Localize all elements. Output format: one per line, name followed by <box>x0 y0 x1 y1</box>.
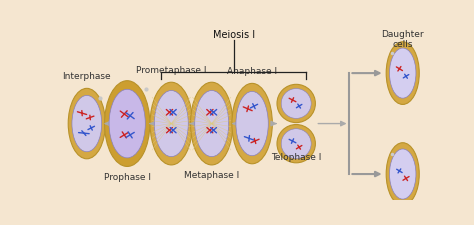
Ellipse shape <box>281 89 311 119</box>
Ellipse shape <box>390 49 416 99</box>
Text: Metaphase I: Metaphase I <box>184 170 239 179</box>
Ellipse shape <box>109 90 146 158</box>
Ellipse shape <box>390 149 416 199</box>
Ellipse shape <box>232 84 272 164</box>
Ellipse shape <box>281 129 311 159</box>
Ellipse shape <box>277 85 315 123</box>
Text: Anaphase I: Anaphase I <box>227 66 277 75</box>
Ellipse shape <box>155 91 188 157</box>
Text: Telophase I: Telophase I <box>271 152 321 161</box>
Ellipse shape <box>191 83 233 165</box>
Ellipse shape <box>236 92 268 156</box>
Text: Prophase I: Prophase I <box>104 172 151 181</box>
Ellipse shape <box>195 91 228 157</box>
Text: Prometaphase I: Prometaphase I <box>136 65 207 74</box>
Ellipse shape <box>68 89 105 159</box>
Ellipse shape <box>386 43 419 105</box>
Text: Meiosis I: Meiosis I <box>213 29 255 39</box>
Text: Daughter
cells: Daughter cells <box>382 30 424 49</box>
Ellipse shape <box>72 96 101 152</box>
Ellipse shape <box>105 81 150 167</box>
Ellipse shape <box>386 143 419 205</box>
Text: Interphase: Interphase <box>63 71 111 80</box>
Ellipse shape <box>277 125 315 163</box>
Ellipse shape <box>150 83 192 165</box>
